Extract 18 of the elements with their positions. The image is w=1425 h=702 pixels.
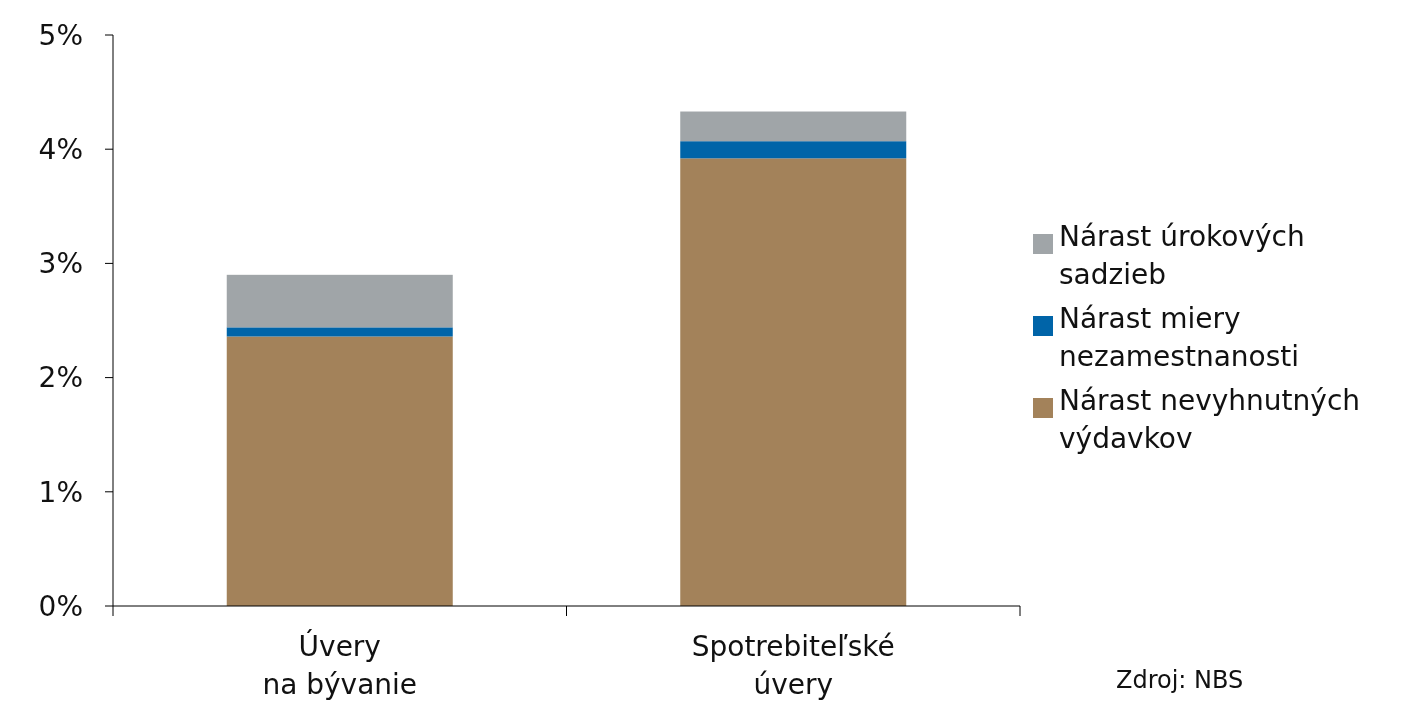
y-tick-label: 1%	[38, 475, 83, 509]
bar	[680, 141, 907, 159]
y-tick-label: 2%	[38, 361, 83, 395]
text: Zdroj: NBS	[1116, 666, 1244, 694]
legend-label: Nárast úrokových sadzieb	[1059, 220, 1305, 291]
x-tick-label: Úvery na bývanie	[262, 629, 418, 701]
legend-label: Nárast nevyhnutných výdavkov	[1059, 384, 1361, 455]
bar	[226, 327, 453, 337]
legend-label: Nárast miery nezamestnanosti	[1059, 302, 1300, 373]
x-tick-label: Spotrebiteľské úvery	[691, 630, 895, 701]
bar	[680, 111, 907, 142]
bar	[680, 158, 907, 606]
y-tick-label: 5%	[38, 18, 83, 52]
y-tick-label: 3%	[38, 247, 83, 281]
bar	[226, 336, 453, 606]
y-tick-label: 4%	[38, 133, 83, 166]
bar	[226, 274, 453, 328]
y-tick-label: 0%	[38, 589, 83, 623]
